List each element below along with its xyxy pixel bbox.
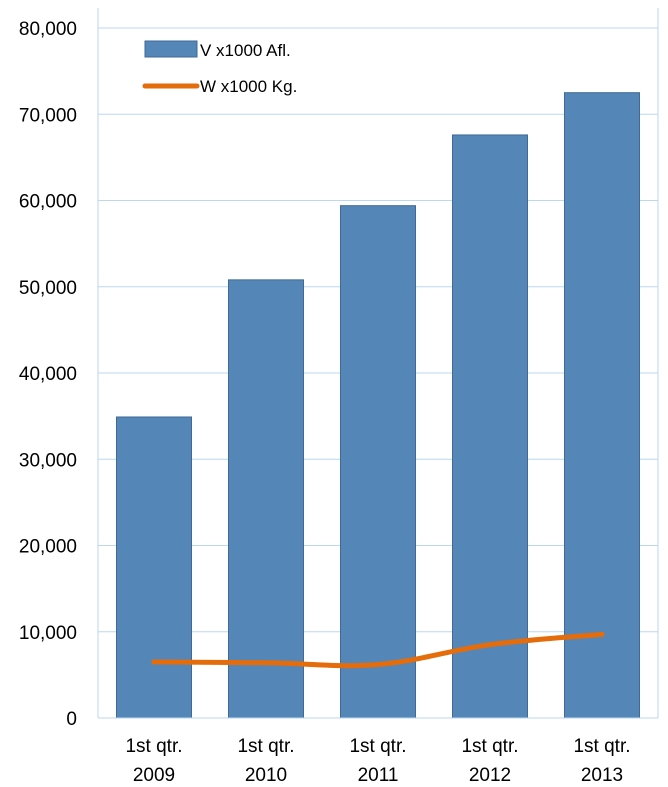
x-tick-label: 1st qtr. (573, 736, 630, 757)
y-tick-label: 80,000 (19, 19, 77, 40)
y-tick-label: 20,000 (19, 537, 77, 558)
bar (340, 205, 416, 719)
x-tick-label: 2010 (245, 765, 287, 786)
line-point (599, 631, 605, 637)
x-axis: 1st qtr. 2009 1st qtr. 2010 1st qtr. 2011 1st … (98, 717, 658, 786)
y-tick-label: 50,000 (19, 278, 77, 299)
legend: V x1000 Afl. W x1000 Kg. (142, 40, 297, 96)
legend-bar-swatch (144, 40, 198, 58)
y-tick-label: 70,000 (19, 105, 77, 126)
y-axis: 0 10,000 20,000 30,000 40,000 50,000 60,000 70,… (19, 8, 659, 730)
x-tick-label: 1st qtr. (125, 736, 182, 757)
y-tick-label: 10,000 (19, 623, 77, 644)
x-tick-label: 2009 (133, 765, 175, 786)
y-tick-label: 40,000 (19, 364, 77, 385)
line-point (263, 660, 269, 666)
bar (228, 279, 304, 719)
bar (116, 416, 192, 719)
legend-label-value: V x1000 Afl. (200, 41, 291, 60)
y-tick-label: 30,000 (19, 450, 77, 471)
x-tick-label: 2011 (358, 765, 399, 786)
line-point (375, 662, 381, 668)
x-tick-label: 2013 (581, 765, 623, 786)
x-tick-label: 1st qtr. (461, 736, 518, 757)
x-tick-label: 2012 (469, 765, 511, 786)
line-series (151, 631, 605, 669)
y-tick-label: 0 (66, 709, 77, 730)
bar (564, 92, 640, 719)
bar-series (116, 92, 640, 719)
bar (452, 134, 528, 719)
y-tick-label: 60,000 (19, 192, 77, 213)
line-point (487, 642, 493, 648)
legend-label-weight: W x1000 Kg. (200, 77, 297, 96)
line-point (151, 659, 157, 665)
x-tick-label: 1st qtr. (349, 736, 406, 757)
x-tick-label: 1st qtr. (237, 736, 294, 757)
